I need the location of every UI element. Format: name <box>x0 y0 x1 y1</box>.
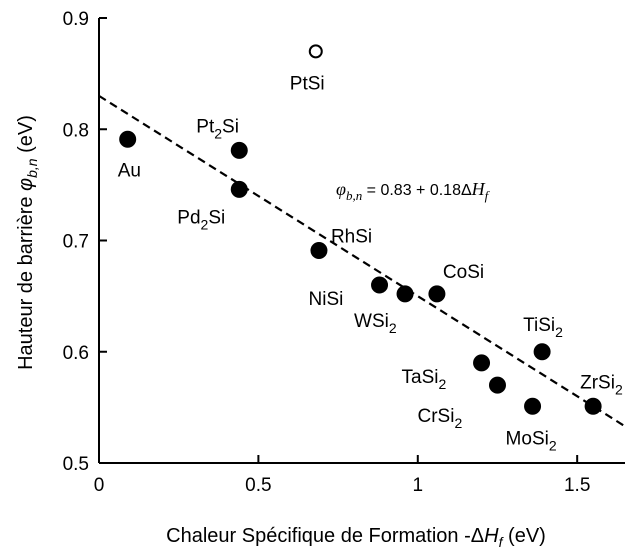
data-point-crsi2 <box>488 376 506 394</box>
data-point-wsi2 <box>396 285 414 303</box>
point-label-tasi2: TaSi2 <box>402 367 447 392</box>
x-tick-label: 0 <box>94 475 105 496</box>
point-label-nisi: NiSi <box>309 289 344 310</box>
point-label-pd2si: Pd2Si <box>177 207 225 232</box>
y-axis: 0.5 0.6 0.7 0.8 0.9 <box>63 9 107 475</box>
data-point-zrsi2 <box>584 397 602 415</box>
y-axis-title: Hauteur de barrière φb,n (eV) <box>15 115 40 370</box>
y-tick-label: 0.6 <box>63 343 89 364</box>
point-label-crsi2: CrSi2 <box>417 406 462 431</box>
x-tick-label: 1 <box>412 475 423 496</box>
x-axis-title: Chaleur Spécifique de Formation -ΔHf (eV… <box>166 525 546 550</box>
point-label-tisi2: TiSi2 <box>523 315 563 340</box>
point-label-mosi2: MoSi2 <box>506 428 557 453</box>
plot-area: Au Pt2Si Pd2Si PtSi RhSi NiSi WSi2 CoSi TaSi2 CrS… <box>98 44 625 453</box>
point-label-rhsi: RhSi <box>331 227 372 248</box>
data-point-mosi2 <box>524 397 542 415</box>
fit-equation-annotation: φb,n = 0.83 + 0.18ΔHf <box>336 179 491 203</box>
fit-line <box>98 94 625 428</box>
x-axis: 0 0.5 1 1.5 <box>94 455 625 496</box>
data-point-nisi <box>371 276 389 294</box>
data-point-rhsi <box>310 242 328 260</box>
data-point-ptsi <box>308 44 323 59</box>
point-label-au: Au <box>118 160 141 181</box>
x-tick-label: 0.5 <box>245 475 271 496</box>
point-label-wsi2: WSi2 <box>354 311 397 336</box>
point-label-cosi: CoSi <box>443 262 484 283</box>
x-tick-label: 1.5 <box>564 475 590 496</box>
data-point-au <box>119 130 137 148</box>
data-point-pd2si <box>230 180 248 198</box>
point-label-pt2si: Pt2Si <box>196 116 239 141</box>
y-tick-label: 0.9 <box>63 9 89 30</box>
data-point-pt2si <box>230 141 248 159</box>
data-point-cosi <box>428 285 446 303</box>
y-tick-label: 0.5 <box>63 454 89 475</box>
point-label-zrsi2: ZrSi2 <box>580 372 623 397</box>
data-point-tasi2 <box>473 354 491 372</box>
point-label-ptsi: PtSi <box>290 73 325 94</box>
y-tick-label: 0.7 <box>63 232 89 253</box>
data-point-tisi2 <box>533 343 551 361</box>
y-tick-label: 0.8 <box>63 120 89 141</box>
